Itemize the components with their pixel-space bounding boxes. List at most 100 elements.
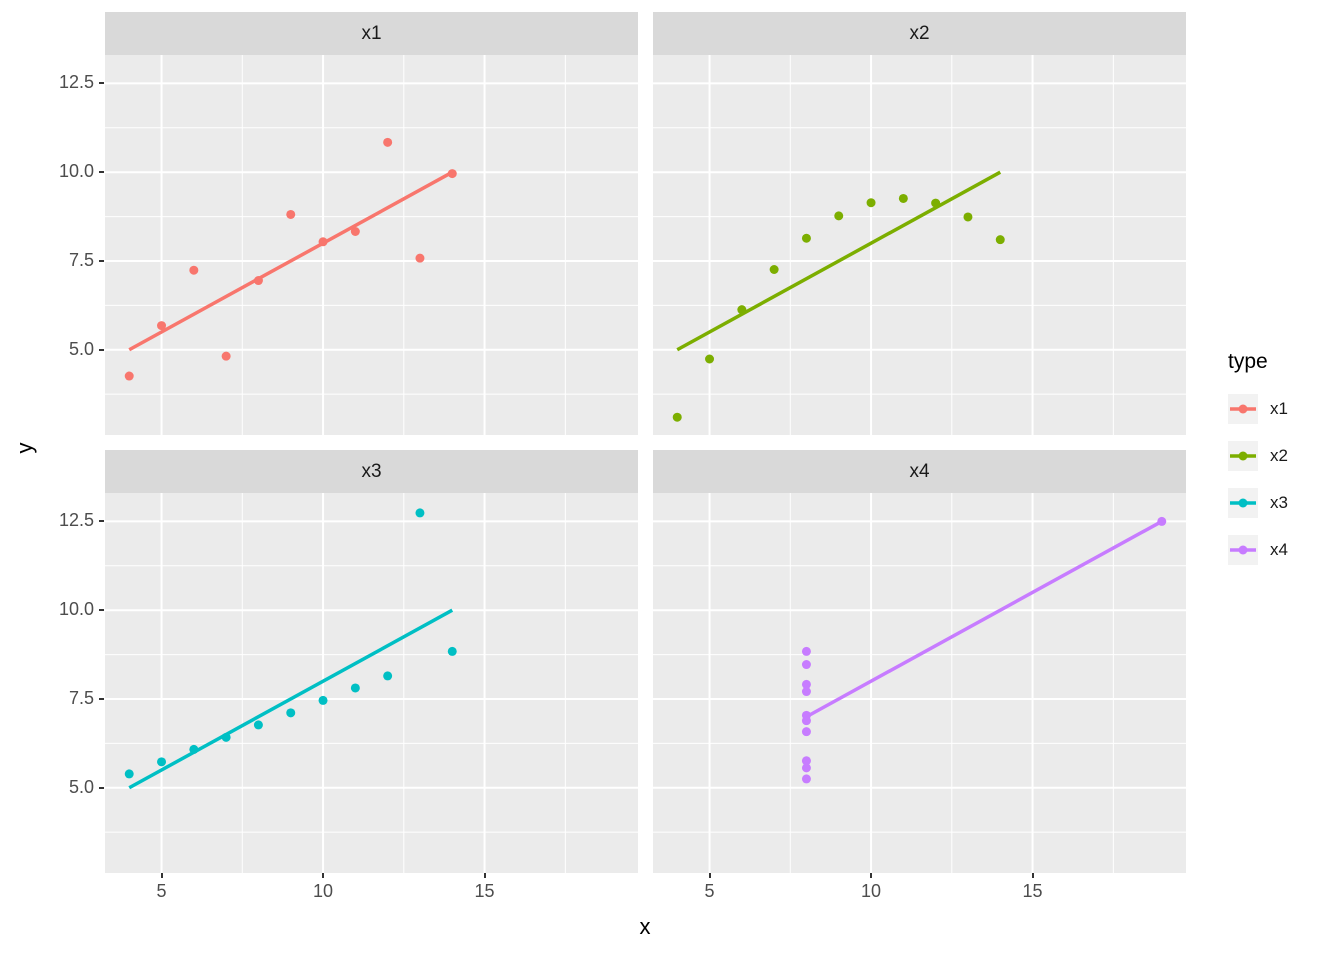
facet-panel-x2 [653, 55, 1186, 435]
x-axis-tick [870, 873, 873, 878]
trend-line [128, 170, 454, 352]
data-point [834, 211, 844, 221]
legend-key-point [1238, 404, 1248, 414]
y-tick-label: 7.5 [68, 687, 94, 708]
x-axis-title: x [639, 914, 651, 939]
facet-panel-x1 [105, 55, 638, 435]
x-tick-label: 15 [474, 881, 495, 901]
data-point [350, 227, 360, 237]
y-tick-label: 10.0 [58, 599, 94, 620]
data-point [189, 744, 199, 754]
panel-background [105, 493, 638, 873]
facet-strip-x3: x3 [105, 450, 638, 493]
y-axis-tick [99, 609, 104, 612]
y-axis-tick [99, 520, 104, 523]
x-axis-tick [322, 873, 325, 878]
data-point [157, 321, 167, 331]
facet-strip-x4: x4 [653, 450, 1186, 493]
data-point [995, 235, 1005, 245]
y-axis-tick [99, 348, 104, 351]
legend-entry-x4: x4 [1228, 535, 1288, 565]
y-tick-label: 7.5 [68, 249, 94, 270]
facet-x3: x3 [105, 450, 638, 873]
panel-background [105, 55, 638, 435]
data-point [801, 763, 811, 773]
x-tick-label: 10 [861, 881, 882, 901]
data-point [447, 169, 457, 179]
trend-line [676, 170, 1002, 352]
legend-entry-x1: x1 [1228, 394, 1288, 424]
legend-entry-x3: x3 [1228, 488, 1288, 518]
x-tick-label: 10 [313, 881, 334, 901]
x-tick-label: 5 [704, 881, 715, 901]
x-axis-tick [708, 873, 711, 878]
data-point [801, 233, 811, 243]
data-point [447, 646, 457, 656]
data-point [415, 253, 425, 263]
facet-strip-x1: x1 [105, 12, 638, 55]
y-tick-label: 5.0 [68, 338, 94, 359]
y-tick-label: 10.0 [58, 161, 94, 182]
trend-line [128, 608, 454, 790]
x-axis-tick [160, 873, 163, 878]
data-point [253, 276, 263, 286]
y-axis-title: y [12, 442, 37, 454]
data-point [801, 774, 811, 784]
data-point [253, 720, 263, 730]
data-point [286, 708, 296, 718]
data-point [286, 209, 296, 219]
data-point [801, 727, 811, 737]
data-point [705, 354, 715, 364]
data-point [383, 137, 393, 147]
legend-key-x2 [1228, 441, 1258, 471]
legend-key-x3 [1228, 488, 1258, 518]
data-point [866, 198, 876, 208]
data-point [318, 695, 328, 705]
data-point [318, 237, 328, 247]
x-tick-label: 5 [156, 881, 167, 901]
legend-entry-x2: x2 [1228, 441, 1288, 471]
data-point [737, 305, 747, 315]
facet-panel-x3 [105, 493, 638, 873]
data-point [801, 646, 811, 656]
data-point [124, 769, 134, 779]
legend-key-point [1238, 545, 1248, 555]
legend-key-point [1238, 498, 1248, 508]
facet-x1: x1 [105, 12, 638, 435]
x-tick-label: 15 [1022, 881, 1043, 901]
data-point [221, 732, 231, 742]
y-axis-tick [99, 697, 104, 700]
legend-title: type [1228, 350, 1268, 373]
data-point [931, 198, 941, 208]
data-point [157, 757, 167, 767]
legend-label-x3: x3 [1270, 493, 1288, 512]
y-tick-label: 12.5 [58, 72, 94, 93]
data-point [1157, 516, 1167, 526]
data-point [383, 671, 393, 681]
y-tick-label: 5.0 [68, 776, 94, 797]
data-point [189, 265, 199, 275]
panel-background [653, 55, 1186, 435]
y-axis-tick [99, 786, 104, 789]
panel-background [653, 493, 1186, 873]
data-point [801, 679, 811, 689]
data-point [221, 351, 231, 361]
data-point [415, 508, 425, 518]
facet-x2: x2 [653, 12, 1186, 435]
facet-x4: x4 [653, 450, 1186, 873]
data-point [801, 660, 811, 670]
y-axis-tick [99, 259, 104, 262]
legend-key-x4 [1228, 535, 1258, 565]
data-point [769, 265, 779, 275]
legend-label-x4: x4 [1270, 540, 1288, 559]
y-tick-label: 12.5 [58, 510, 94, 531]
y-axis-tick [99, 82, 104, 85]
data-point [898, 193, 908, 203]
data-point [963, 212, 973, 222]
y-axis-tick [99, 171, 104, 174]
data-point [801, 716, 811, 726]
facet-panel-x4 [653, 493, 1186, 873]
trend-line [805, 519, 1163, 719]
data-point [801, 756, 811, 766]
